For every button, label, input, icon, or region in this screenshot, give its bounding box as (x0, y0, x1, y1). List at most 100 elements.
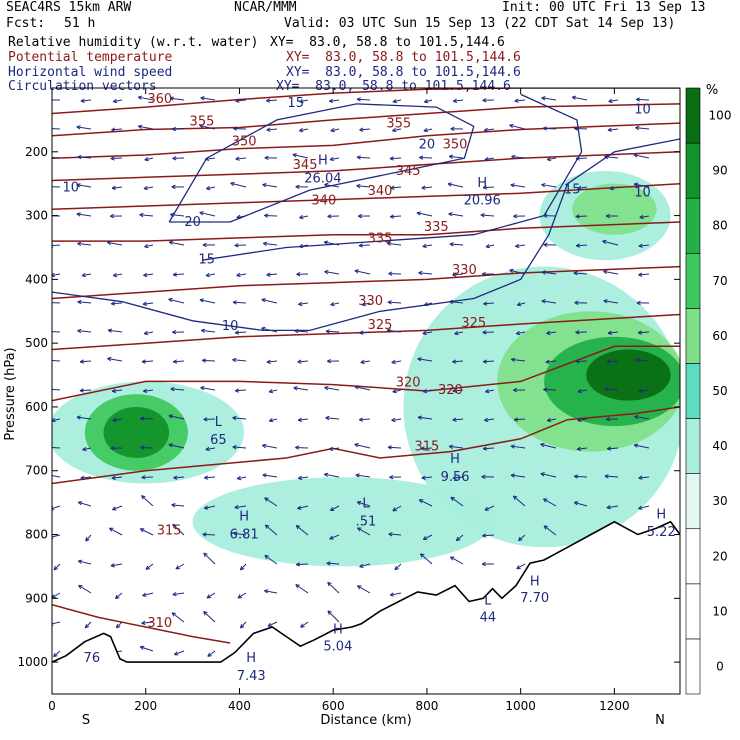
circulation-vector-296 (512, 495, 526, 507)
circulation-vector-49 (111, 388, 123, 393)
circulation-vector-172 (295, 524, 309, 536)
annotation-19: 7.43 (237, 669, 266, 684)
circulation-vector-104 (202, 242, 216, 248)
circulation-vector-181 (323, 240, 340, 246)
circulation-vector-190 (329, 505, 340, 511)
circulation-vector-103 (199, 211, 216, 217)
circulation-vector-202 (361, 301, 371, 307)
circulation-vector-84 (168, 240, 185, 246)
annotation-35: 350 (443, 138, 468, 153)
circulation-vector-154 (264, 554, 278, 565)
circulation-vector-153 (264, 524, 278, 536)
annotation-7: 9.56 (441, 470, 470, 485)
annotation-20: H (656, 508, 666, 523)
circulation-vector-332 (604, 154, 619, 160)
circulation-vector-201 (354, 269, 371, 275)
circulation-vector-235 (416, 211, 433, 217)
circulation-vector-232 (423, 127, 433, 133)
annotation-25: 15 (564, 182, 581, 197)
circulation-vector-1 (52, 128, 61, 130)
circulation-vector-7 (52, 302, 61, 304)
circulation-vector-341 (605, 416, 619, 422)
circulation-vector-38 (84, 621, 92, 629)
annotation-15: 44 (480, 610, 497, 625)
circulation-vector-220 (387, 300, 402, 305)
circulation-vector-288 (509, 268, 526, 275)
circulation-vector-13 (52, 475, 61, 478)
circulation-vector-317 (575, 156, 588, 161)
circulation-vector-358 (638, 475, 650, 480)
circulation-vector-301 (546, 156, 557, 162)
circulation-vector-51 (110, 446, 123, 451)
circulation-vector-305 (541, 270, 557, 275)
circulation-vector-225 (387, 445, 402, 450)
circulation-vector-327 (576, 446, 588, 452)
circulation-vector-9 (52, 360, 61, 362)
circulation-vector-210 (357, 527, 371, 536)
circulation-vector-98 (173, 650, 185, 656)
circulation-vector-144 (266, 272, 278, 277)
annotation-23: 10 (634, 103, 651, 118)
circulation-vector-20 (80, 98, 92, 103)
circulation-vector-69 (143, 388, 154, 394)
circulation-vector-175 (300, 621, 309, 628)
circulation-vector-217 (389, 214, 402, 219)
circulation-vector-223 (392, 388, 402, 394)
circulation-vector-199 (358, 213, 371, 219)
circulation-vector-236 (422, 243, 433, 249)
circulation-vector-86 (168, 297, 185, 304)
circulation-vector-321 (573, 271, 588, 276)
circulation-vector-105 (205, 272, 216, 278)
colorbar-box-60 (685, 308, 701, 364)
circulation-vector-27 (77, 299, 92, 305)
y-tick-label-900: 900 (25, 591, 48, 605)
circulation-vector-36 (77, 559, 92, 565)
circulation-vector-350 (638, 243, 650, 248)
circulation-vector-25 (77, 241, 92, 247)
circulation-vector-35 (85, 534, 92, 542)
terrain-line (52, 520, 680, 663)
annotation-1: 65 (210, 433, 227, 448)
theta-label-350: 350 (232, 134, 257, 149)
circulation-vector-141 (262, 183, 278, 188)
circulation-vector-184 (325, 329, 340, 334)
wind-label-15: 15 (198, 253, 215, 268)
circulation-vector-18 (52, 621, 61, 626)
circulation-vector-309 (543, 387, 557, 392)
circulation-vector-120 (233, 126, 247, 131)
circulation-vector-80 (171, 126, 185, 132)
circulation-vector-233 (419, 155, 433, 160)
circulation-vector-111 (205, 446, 216, 452)
annotation-27: 20 (419, 138, 436, 153)
circulation-vector-299 (541, 96, 557, 101)
circulation-vector-135 (239, 563, 247, 571)
circulation-vector-286 (513, 214, 526, 219)
wind-contour-20 (168, 103, 475, 223)
circulation-vector-343 (604, 474, 619, 479)
circulation-vector-243 (420, 446, 433, 451)
circulation-vector-273 (482, 330, 495, 335)
field-theta-xy: XY= 83.0, 58.8 to 101.5,144.6 (286, 50, 521, 65)
circulation-vector-329 (573, 501, 588, 507)
circulation-vector-333 (609, 185, 619, 191)
annotation-28: 315 (157, 524, 182, 539)
wind-label-10: 10 (222, 319, 239, 334)
circulation-vector-344 (606, 505, 619, 510)
colorbar-label-50: 50 (712, 384, 727, 398)
circulation-vector-298 (516, 563, 526, 570)
circulation-vector-247 (419, 553, 433, 565)
circulation-vector-219 (388, 271, 402, 276)
circulation-vector-283 (509, 123, 526, 130)
colorbar: 0 10 20 30 40 50 60 70 80 90 100 (685, 87, 731, 695)
valid-time: Valid: 03 UTC Sun 15 Sep 13 (22 CDT Sat … (284, 16, 676, 31)
terrain-layer (52, 520, 680, 694)
circulation-vector-292 (512, 387, 526, 393)
terrain-fill (52, 521, 680, 694)
circulation-vector-244 (421, 475, 433, 480)
circulation-vector-138 (266, 98, 278, 103)
circulation-vector-259 (452, 417, 464, 422)
circulation-vector-310 (546, 417, 557, 423)
circulation-vector-22 (77, 154, 92, 160)
circulation-vector-304 (543, 242, 557, 248)
